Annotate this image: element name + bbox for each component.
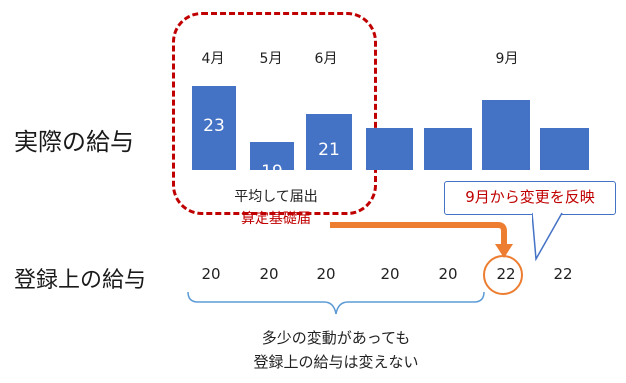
registered-value: 20 <box>438 265 458 283</box>
salary-bar-jun: 21 <box>306 114 352 170</box>
actual-salary-label: 実際の給与 <box>14 128 134 156</box>
salary-bar-apr: 23 <box>192 86 236 170</box>
registered-salary-label: 登録上の給与 <box>14 268 147 293</box>
callout-pointer <box>532 212 563 261</box>
registered-value: 20 <box>380 265 400 283</box>
bottom-note-line2: 登録上の給与は変えない <box>253 353 419 371</box>
change-callout: 9月から変更を反映 <box>444 181 616 215</box>
month-label-jun: 6月 <box>314 51 338 67</box>
salary-bar-aug <box>424 128 472 170</box>
registered-value: 20 <box>259 265 279 283</box>
bar-value-may: 19 <box>261 162 283 182</box>
average-note: 平均して届出 <box>234 189 318 205</box>
bar-value-jun: 21 <box>318 140 340 160</box>
averaging-period-box <box>172 12 377 215</box>
calculation-form-label: 算定基礎届 <box>241 211 311 227</box>
registered-value: 20 <box>316 265 336 283</box>
month-label-sep: 9月 <box>495 51 519 67</box>
salary-bar-sep <box>482 100 530 170</box>
salary-bar-jul <box>366 128 413 170</box>
month-label-apr: 4月 <box>201 51 225 67</box>
changed-value-circle <box>483 255 523 295</box>
registered-value: 20 <box>201 265 221 283</box>
grouping-brace <box>187 291 485 315</box>
salary-bar-may: 19 <box>250 142 294 182</box>
salary-bar-oct <box>540 128 589 170</box>
registered-value: 22 <box>553 265 573 283</box>
bar-value-apr: 23 <box>203 116 225 136</box>
bottom-note-line1: 多少の変動があっても <box>261 329 411 347</box>
month-label-may: 5月 <box>259 51 283 67</box>
